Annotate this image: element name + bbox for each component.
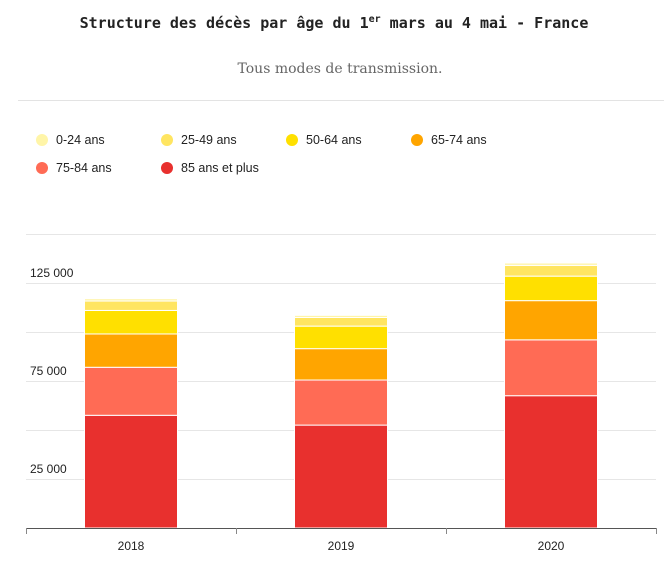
bar-segment [294,314,388,318]
y-tick-label: 125 000 [30,266,74,280]
y-tick-label: 75 000 [30,364,67,378]
bar-segment [504,339,598,397]
chart-subtitle: Tous modes de transmission. [237,61,443,77]
x-tick-label: 2020 [538,539,565,553]
x-tick-label: 2018 [118,539,145,553]
bar-segment [84,366,178,416]
legend-swatch [286,134,298,146]
bar-segment [294,379,388,426]
bar-segment [84,333,178,368]
bar-segment [294,424,388,529]
legend-item: 65-74 ans [411,133,487,147]
x-tick-label: 2019 [328,539,355,553]
legend-swatch [161,134,173,146]
legend-swatch [36,162,48,174]
header-divider [18,100,664,101]
legend-swatch [411,134,423,146]
bar-segment [84,300,178,311]
legend-item: 50-64 ans [286,133,362,147]
legend-label: 65-74 ans [431,133,487,147]
legend-swatch [36,134,48,146]
bar-segment [504,262,598,266]
legend-label: 85 ans et plus [181,161,259,175]
legend-swatch [161,162,173,174]
bar-segment [504,395,598,529]
legend-label: 25-49 ans [181,133,237,147]
legend-label: 75-84 ans [56,161,112,175]
legend-item: 0-24 ans [36,133,105,147]
bar-segment [294,325,388,350]
legend-label: 50-64 ans [306,133,362,147]
bar-segment [84,414,178,529]
bar-segment [504,264,598,277]
bar-segment [84,309,178,335]
legend-label: 0-24 ans [56,133,105,147]
bar-segment [504,275,598,302]
bar-segment [504,300,598,341]
y-tick-label: 25 000 [30,462,67,476]
legend-item: 75-84 ans [36,161,112,175]
legend-item: 85 ans et plus [161,161,259,175]
legend-item: 25-49 ans [161,133,237,147]
bar-segment [294,348,388,381]
chart-title: Structure des décès par âge du 1er mars … [79,14,589,32]
bar-segment [294,316,388,327]
bar-segment [84,298,178,302]
